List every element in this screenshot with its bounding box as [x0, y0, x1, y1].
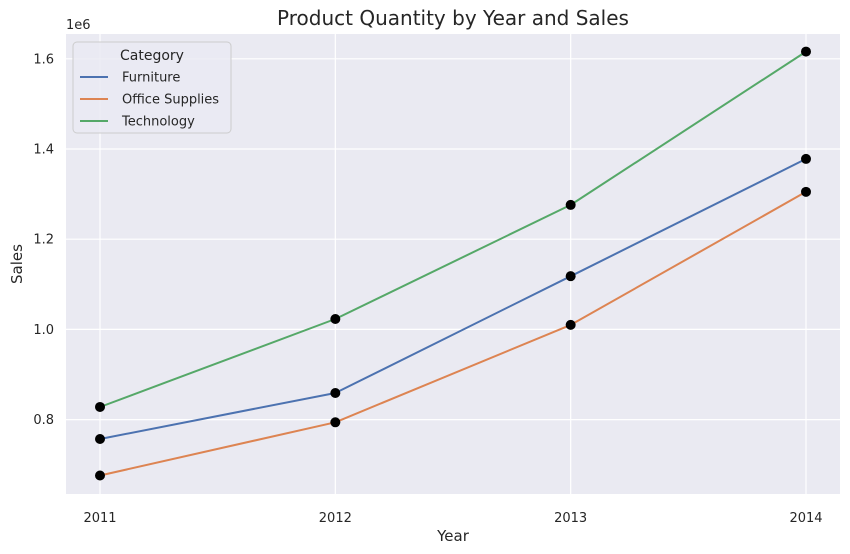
- data-point-technology-2012: [330, 314, 341, 325]
- chart-title: Product Quantity by Year and Sales: [277, 6, 629, 30]
- legend-items: Furniture Office Supplies Technology: [80, 71, 219, 130]
- y-tick-label: 0.8: [33, 413, 54, 428]
- x-tick-labels: 2011 2012 2013 2014: [83, 511, 822, 526]
- data-point-office-supplies-2014: [801, 186, 811, 197]
- data-point-furniture-2011: [95, 433, 105, 444]
- data-point-office-supplies-2011: [95, 470, 105, 481]
- x-tick-label: 2014: [789, 511, 822, 526]
- y-offset-label: 1e6: [66, 18, 91, 33]
- data-markers: [95, 46, 811, 481]
- data-point-office-supplies-2013: [565, 319, 576, 330]
- series-lines: [99, 50, 807, 477]
- data-point-furniture-2012: [330, 387, 341, 398]
- data-point-technology-2011: [95, 401, 105, 412]
- legend-label: Technology: [121, 115, 195, 130]
- data-point-furniture-2014: [801, 153, 811, 164]
- data-point-office-supplies-2012: [330, 417, 341, 428]
- data-point-technology-2013: [565, 199, 576, 210]
- data-point-furniture-2013: [565, 271, 576, 282]
- legend-label: Furniture: [122, 71, 180, 86]
- x-tick-label: 2012: [319, 511, 352, 526]
- legend: Category Furniture Office Supplies Technol…: [72, 41, 232, 134]
- legend-title: Category: [120, 48, 184, 64]
- y-tick-label: 1.0: [33, 323, 54, 338]
- legend-label: Office Supplies: [122, 93, 219, 108]
- y-tick-label: 1.6: [33, 52, 54, 67]
- legend-box: [72, 41, 232, 134]
- y-tick-label: 1.4: [33, 143, 54, 158]
- y-axis-label: Sales: [8, 244, 26, 284]
- data-point-technology-2014: [801, 46, 811, 57]
- y-tick-label: 1.2: [33, 233, 54, 248]
- x-tick-label: 2011: [83, 511, 116, 526]
- series-line-technology: [99, 50, 807, 408]
- y-tick-labels: 0.8 1.0 1.2 1.4 1.6: [33, 52, 54, 428]
- x-tick-label: 2013: [554, 511, 587, 526]
- x-axis-label: Year: [436, 527, 470, 545]
- series-line-office-supplies: [99, 190, 807, 477]
- series-line-furniture: [99, 157, 807, 440]
